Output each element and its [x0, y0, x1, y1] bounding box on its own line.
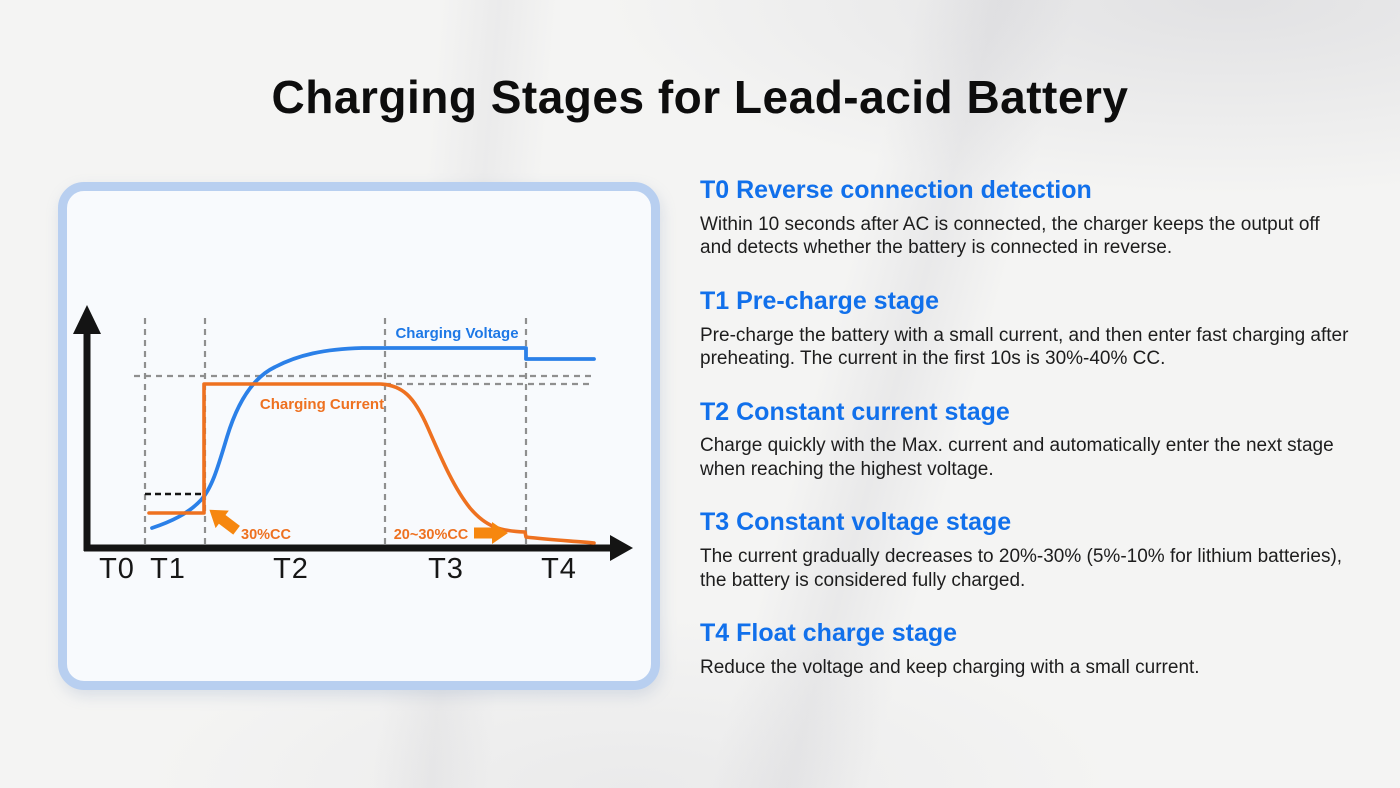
charging-current-curve — [147, 382, 596, 545]
x-tick-t1: T1 — [150, 553, 186, 585]
charging-voltage-label: Charging Voltage — [395, 325, 518, 342]
x-axis-arrow-icon — [610, 535, 633, 561]
stage-section-t1: T1 Pre-charge stage Pre-charge the batte… — [700, 287, 1355, 371]
annotation-30cc: 30%CC — [241, 527, 291, 543]
x-tick-t0: T0 — [99, 553, 135, 585]
stage-body-t2: Charge quickly with the Max. current and… — [700, 435, 1334, 480]
stage-section-t3: T3 Constant voltage stage The current gr… — [700, 508, 1355, 592]
annotation-20-30cc: 20~30%CC — [394, 527, 469, 543]
stage-body-t3: The current gradually decreases to 20%-3… — [700, 546, 1343, 591]
stage-section-t4: T4 Float charge stage Reduce the voltage… — [700, 619, 1355, 679]
page-title: Charging Stages for Lead-acid Battery — [271, 71, 1129, 123]
stage-heading-t1: T1 Pre-charge stage — [700, 286, 939, 315]
charging-stages-chart: Charging Voltage Charging Current 30%CC … — [73, 305, 633, 585]
precharge-current-arrow-icon — [209, 509, 240, 535]
stage-descriptions: T0 Reverse connection detection Within 1… — [700, 176, 1355, 706]
stage-body-t4: Reduce the voltage and keep charging wit… — [700, 656, 1200, 678]
x-tick-t3: T3 — [428, 553, 464, 585]
y-axis-arrow-icon — [73, 305, 101, 334]
x-tick-t2: T2 — [273, 553, 309, 585]
stage-heading-t2: T2 Constant current stage — [700, 397, 1010, 426]
stage-heading-t0: T0 Reverse connection detection — [700, 176, 1092, 204]
end-current-arrow-icon — [474, 522, 508, 544]
stage-heading-t3: T3 Constant voltage stage — [700, 508, 1012, 537]
stage-body-t0: Within 10 seconds after AC is connected,… — [700, 213, 1320, 259]
chart-card: Charging Voltage Charging Current 30%CC … — [58, 182, 660, 690]
charging-current-label: Charging Current — [260, 396, 384, 413]
stage-section-t0: T0 Reverse connection detection Within 1… — [700, 176, 1355, 260]
stage-heading-t4: T4 Float charge stage — [700, 619, 958, 647]
stage-body-t1: Pre-charge the battery with a small curr… — [700, 324, 1349, 370]
stage-section-t2: T2 Constant current stage Charge quickly… — [700, 398, 1355, 482]
charging-voltage-curve — [150, 346, 596, 530]
x-tick-t4: T4 — [541, 553, 577, 585]
